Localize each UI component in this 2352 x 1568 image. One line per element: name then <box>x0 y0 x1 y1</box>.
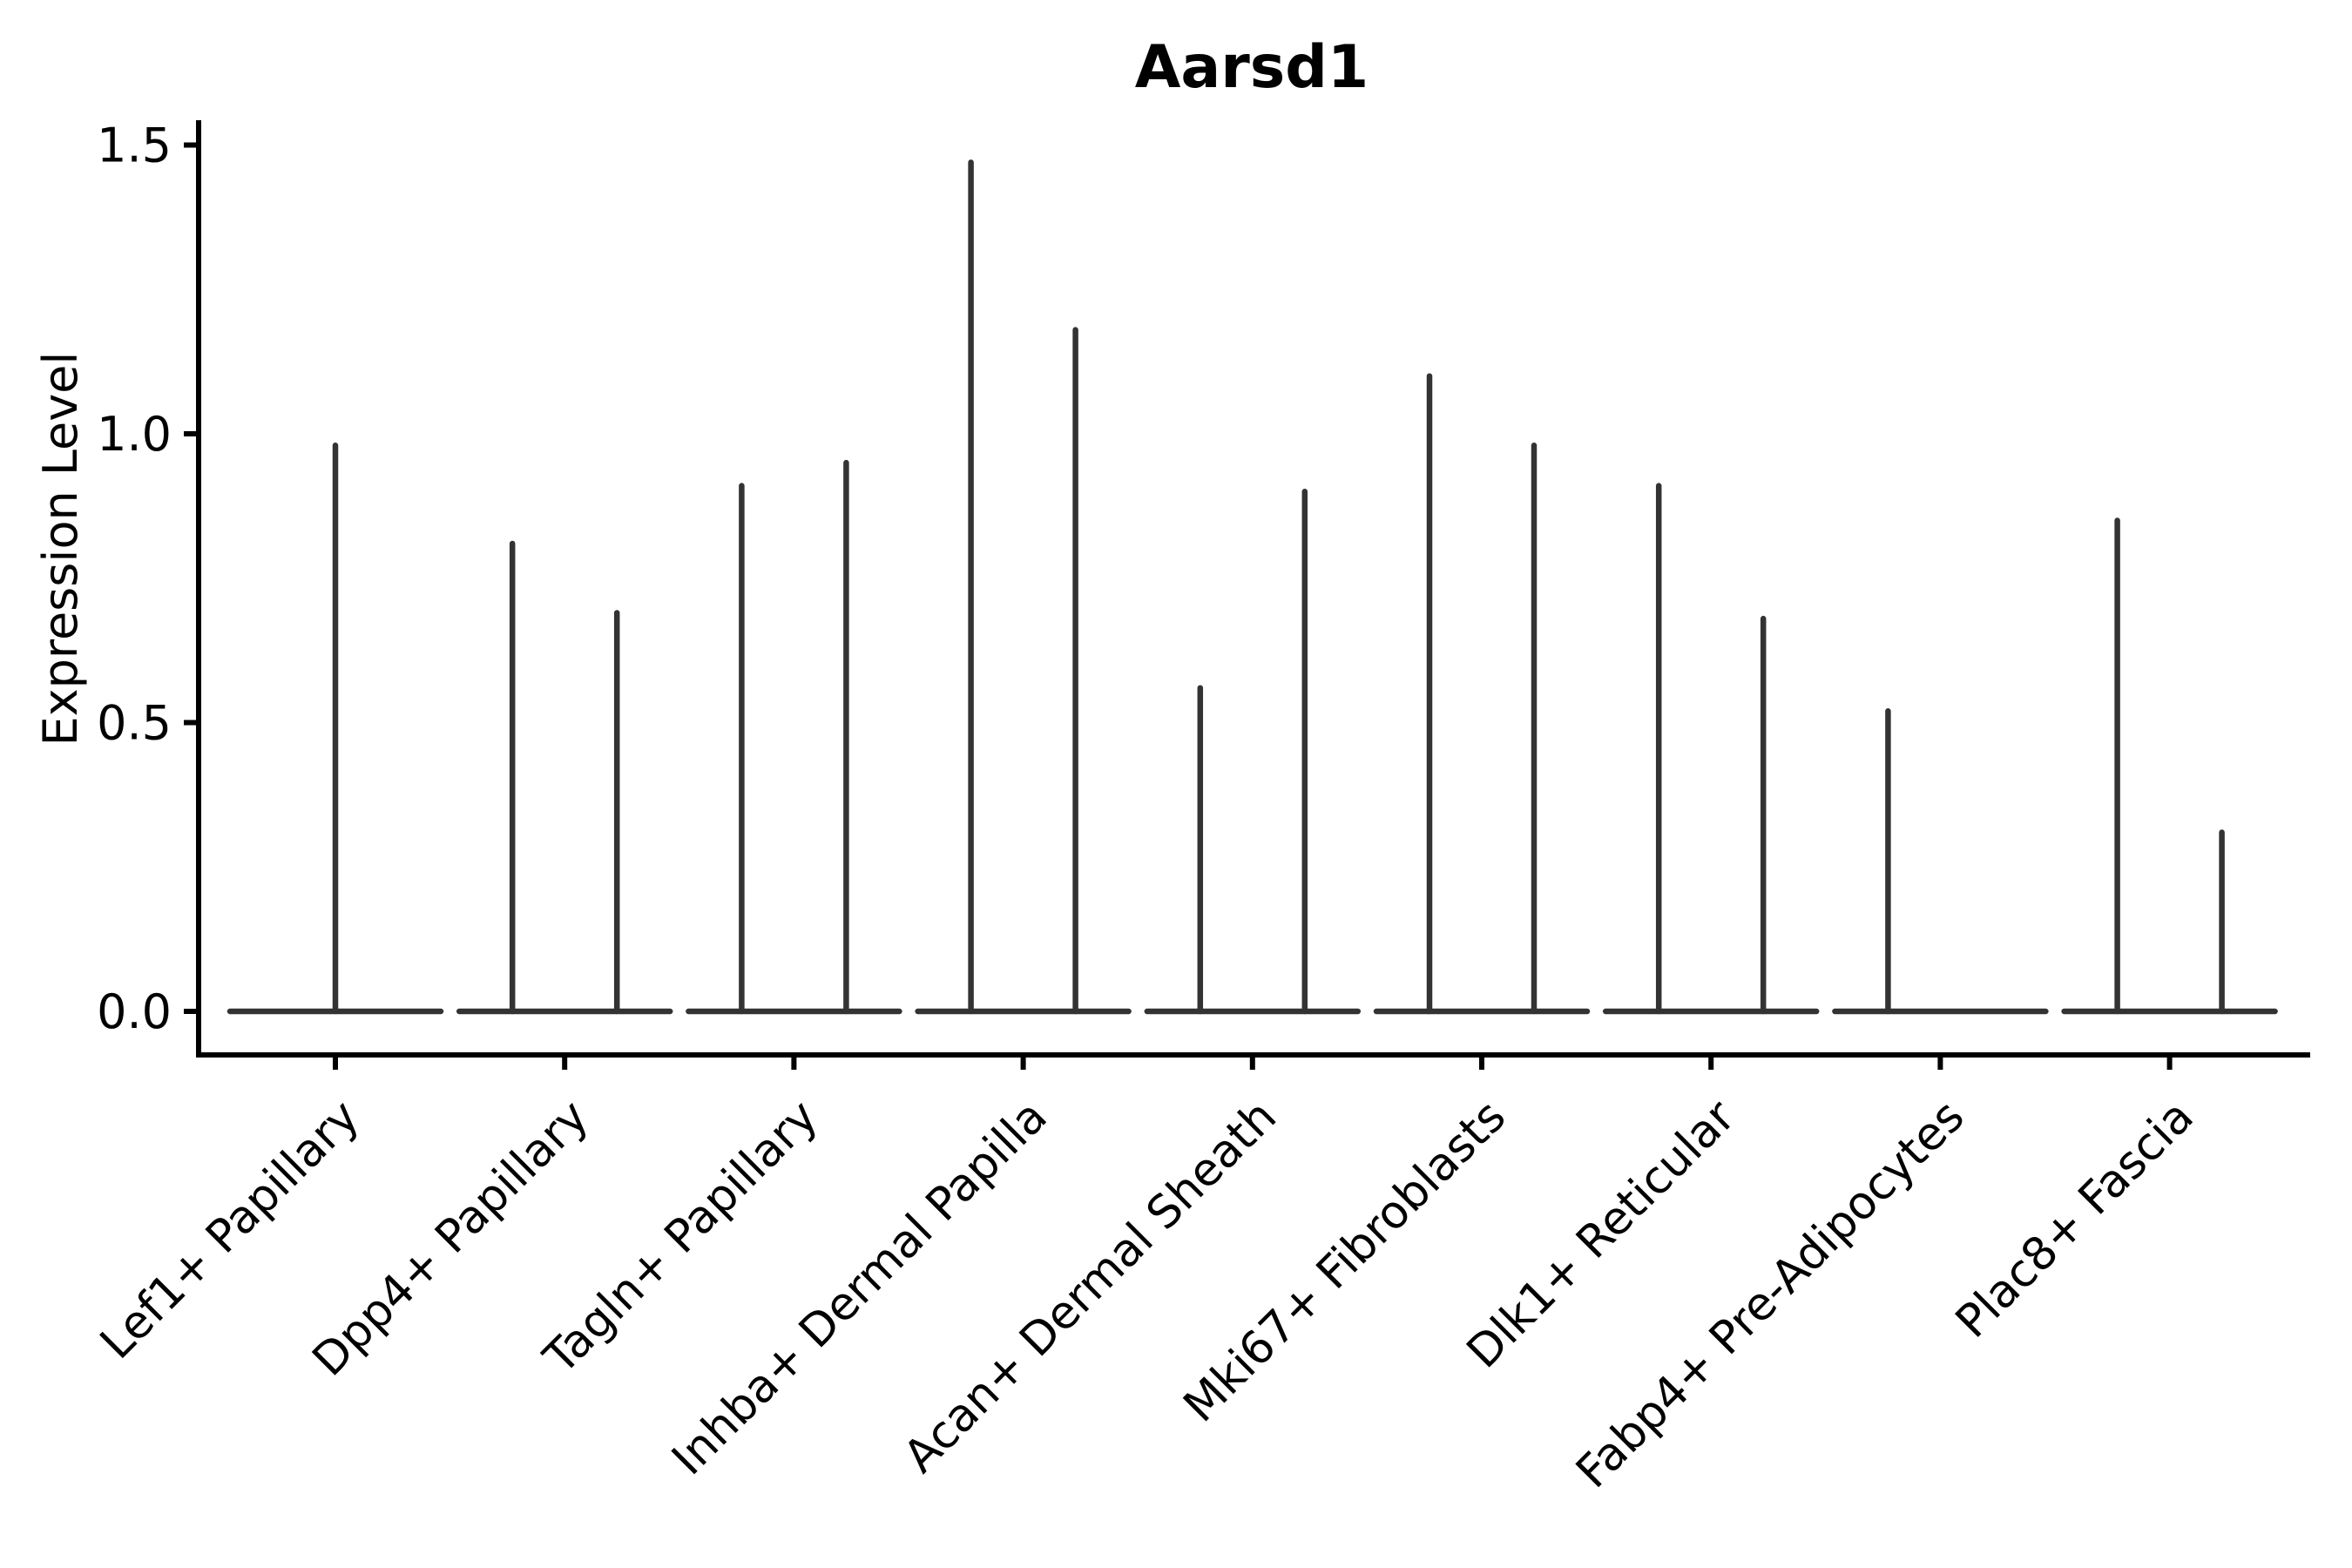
y-axis-label: Expression Level <box>33 352 88 747</box>
chart-title: Aarsd1 <box>1135 33 1369 102</box>
violins-layer <box>226 159 2278 1015</box>
x-tick-label: Plac8+ Fascia <box>1946 1091 2204 1348</box>
y-ticks-layer: 0.0 0.5 1.0 1.5 <box>97 118 199 1039</box>
x-tick-label: Fabp4+ Pre-Adipocytes <box>1566 1091 1974 1498</box>
x-tick-label: Inhba+ Dermal Papilla <box>662 1091 1057 1485</box>
y-tick-label: 0.5 <box>97 696 172 751</box>
y-tick-label: 1.5 <box>97 118 172 173</box>
x-tick-label: Acan+ Dermal Sheath <box>894 1091 1287 1484</box>
y-tick-label: 0.0 <box>97 984 172 1039</box>
y-tick-label: 1.0 <box>97 407 172 462</box>
